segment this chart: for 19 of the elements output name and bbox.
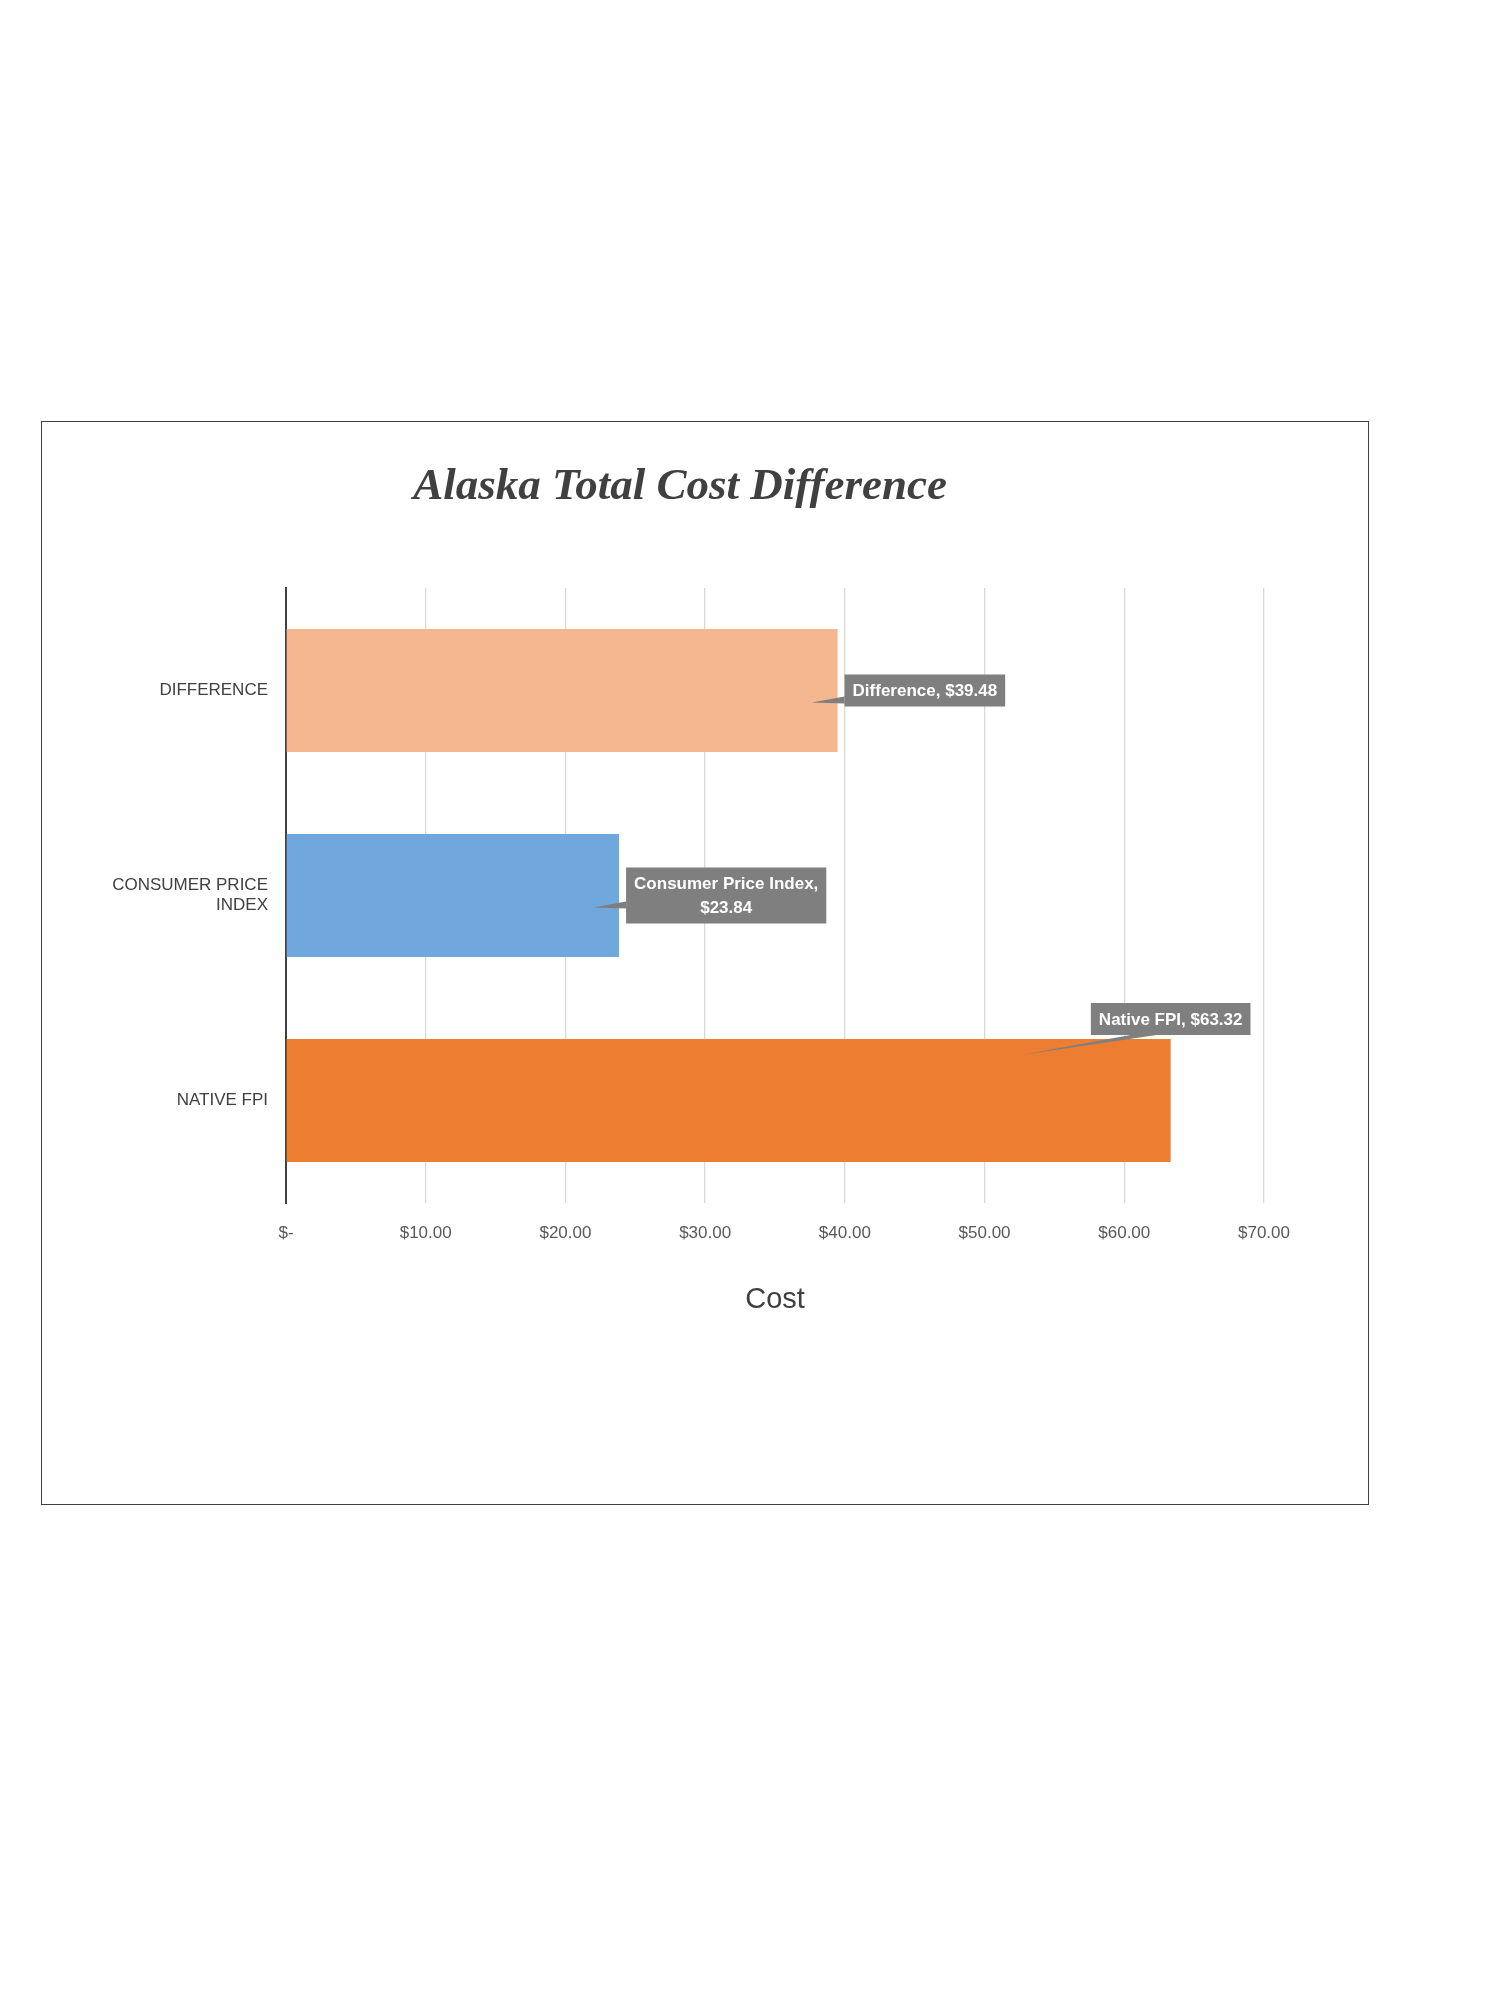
x-tick-label: $30.00 — [679, 1222, 732, 1242]
data-label: Native FPI, $63.32 — [1098, 1009, 1243, 1029]
bar — [286, 629, 838, 752]
x-tick-label: $10.00 — [399, 1222, 452, 1242]
data-label: Difference, $39.48 — [852, 681, 998, 701]
y-tick-label: NATIVE FPI — [176, 1090, 268, 1110]
x-tick-label: $60.00 — [1098, 1222, 1151, 1242]
x-tick-label: $70.00 — [1238, 1222, 1290, 1242]
x-tick-label: $20.00 — [539, 1222, 592, 1242]
y-tick-label: DIFFERENCE — [159, 680, 268, 700]
bar — [286, 834, 620, 957]
data-label: Consumer Price Index, $23.84 — [634, 874, 819, 918]
bar — [286, 1039, 1171, 1162]
x-tick-label: $40.00 — [818, 1222, 871, 1242]
x-tick-label: $- — [278, 1222, 294, 1242]
chart-title: Alaska Total Cost Difference — [410, 458, 947, 509]
x-tick-label: $50.00 — [958, 1222, 1011, 1242]
y-tick-label: CONSUMER PRICE INDEX — [112, 874, 268, 915]
x-axis-title: Cost — [745, 1281, 805, 1314]
